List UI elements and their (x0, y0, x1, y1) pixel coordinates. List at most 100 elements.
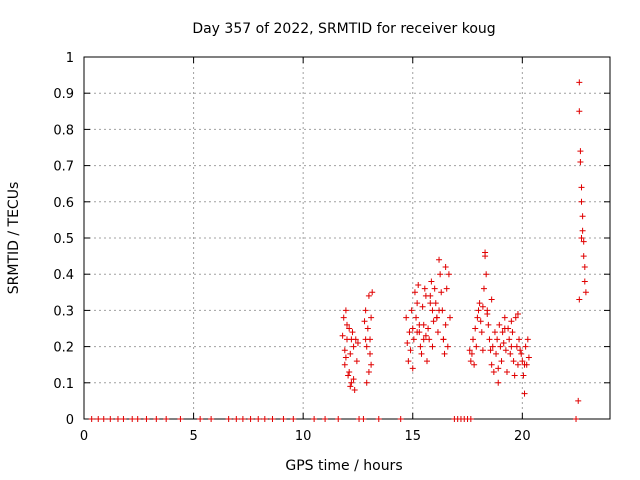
data-point (247, 416, 254, 422)
data-point (483, 271, 490, 278)
data-point (438, 289, 445, 296)
data-point (501, 314, 508, 321)
data-point (491, 329, 498, 336)
data-point (578, 235, 585, 241)
data-point (468, 350, 475, 357)
data-point (362, 336, 369, 343)
chart-title: Day 357 of 2022, SRMTID for receiver kou… (192, 21, 495, 37)
data-point (361, 318, 368, 325)
data-point (408, 307, 415, 314)
data-point (422, 292, 429, 299)
data-point (177, 416, 184, 422)
data-point (428, 278, 435, 285)
data-point (423, 358, 430, 365)
data-point (409, 325, 416, 332)
data-point (442, 321, 449, 328)
data-point (375, 416, 382, 422)
y-tick-label: 0.3 (53, 304, 74, 319)
data-point (365, 368, 372, 375)
data-point (433, 314, 440, 321)
data-point (335, 416, 342, 422)
data-point (345, 372, 352, 379)
x-tick-label: 15 (404, 429, 421, 444)
data-point (466, 347, 473, 354)
data-point (100, 416, 107, 422)
data-point (480, 285, 487, 292)
y-axis-label: SRMTID / TECUs (6, 182, 22, 295)
data-point (362, 307, 369, 314)
data-point (88, 416, 95, 422)
data-point (403, 314, 410, 321)
data-point (426, 336, 433, 343)
data-point (514, 311, 521, 318)
data-point (576, 296, 583, 303)
data-point (516, 336, 523, 343)
data-point (482, 249, 489, 256)
data-point (363, 379, 370, 386)
data-point (163, 416, 170, 422)
data-point (493, 350, 500, 357)
data-point (340, 314, 347, 321)
data-point (134, 416, 141, 422)
data-point (436, 307, 443, 314)
data-point (521, 390, 528, 397)
data-point (580, 238, 587, 245)
data-point (518, 350, 525, 357)
data-point (269, 416, 276, 422)
data-point (350, 376, 357, 383)
data-point (413, 314, 420, 321)
data-point (479, 303, 486, 310)
data-point (436, 256, 443, 263)
y-tick-label: 0.8 (53, 123, 74, 138)
data-point (427, 300, 434, 307)
data-point (440, 336, 447, 343)
data-point (344, 321, 350, 328)
data-point (437, 271, 444, 278)
data-point (407, 347, 414, 354)
data-point (411, 289, 418, 296)
data-point (508, 318, 515, 325)
data-point (367, 350, 374, 357)
data-point (347, 383, 354, 390)
data-point (429, 343, 436, 350)
data-point (476, 300, 483, 307)
y-tick-label: 0.4 (53, 268, 74, 283)
data-point (509, 329, 516, 336)
data-point (255, 416, 262, 422)
data-point (107, 416, 114, 422)
data-point (261, 416, 268, 422)
y-tick-label: 0.9 (53, 87, 74, 102)
data-point (478, 329, 485, 336)
data-point (225, 416, 232, 422)
data-point (239, 416, 246, 422)
data-point (432, 300, 439, 307)
data-point (473, 343, 480, 350)
data-point (508, 343, 515, 350)
y-tick-label: 0.1 (53, 377, 74, 392)
data-point (348, 336, 355, 343)
data-point (425, 325, 432, 332)
data-point (404, 339, 411, 346)
data-point (444, 343, 451, 350)
data-point (360, 416, 367, 422)
data-point (95, 416, 102, 422)
data-point (349, 329, 356, 336)
data-point (406, 329, 413, 336)
data-point (484, 311, 491, 318)
data-point (581, 278, 588, 285)
data-point (208, 416, 215, 422)
data-point (517, 347, 524, 354)
data-point (488, 296, 495, 303)
data-point (447, 314, 454, 321)
data-point (485, 321, 492, 328)
data-point (577, 158, 584, 165)
data-point (280, 416, 287, 422)
y-tick-label: 1 (66, 51, 74, 66)
data-point (495, 379, 502, 386)
data-point (506, 336, 513, 343)
data-point (472, 325, 479, 332)
data-point (514, 361, 521, 368)
data-point (415, 282, 422, 289)
data-point (490, 368, 497, 375)
